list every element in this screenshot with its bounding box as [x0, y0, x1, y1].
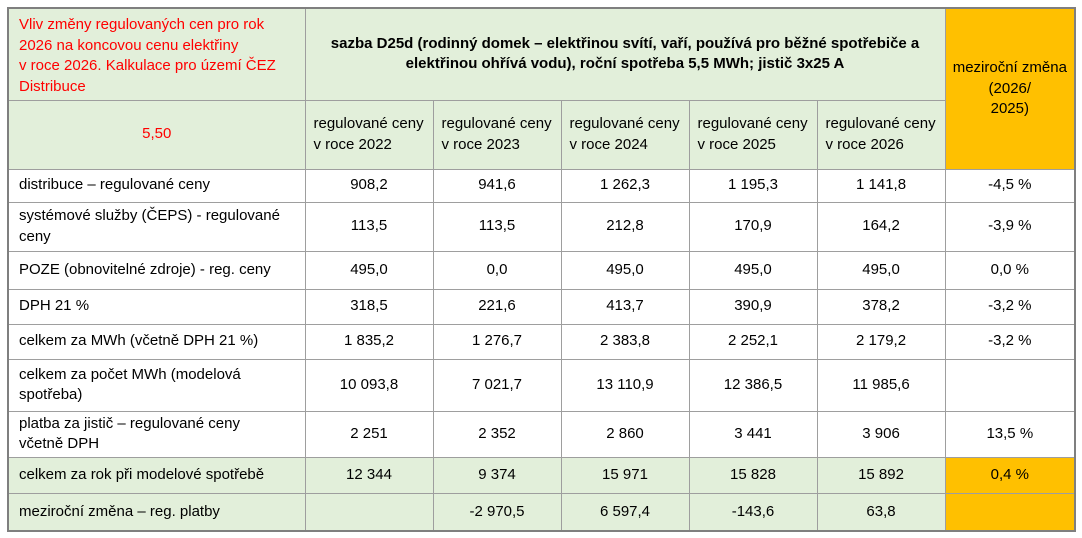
cell-change: -3,9 % [944, 201, 1076, 252]
cell-value: -2 970,5 [432, 493, 562, 532]
row-label: distribuce – regulované ceny [7, 168, 306, 203]
cell-change: -3,2 % [944, 323, 1076, 360]
table-row-yoy-change-payments: meziroční změna – reg. platby -2 970,5 6… [7, 493, 1076, 532]
yoy-change-header: meziroční změna (2026/ 2025) [944, 7, 1076, 170]
cell-value: 9 374 [432, 457, 562, 495]
cell-value: 2 179,2 [816, 323, 946, 360]
cell-value: 170,9 [688, 201, 818, 252]
cell-change: -4,5 % [944, 168, 1076, 203]
row-label: systémové služby (ČEPS) - regulované cen… [7, 201, 306, 252]
cell-value: -143,6 [688, 493, 818, 532]
cell-value: 908,2 [304, 168, 434, 203]
table-row: 5,50 regulované ceny v roce 2022 regulov… [7, 99, 1075, 170]
cell-change: 0,0 % [944, 250, 1076, 290]
cell-value: 7 021,7 [432, 358, 562, 412]
table-row-total-per-mwh: celkem za MWh (včetně DPH 21 %) 1 835,2 … [7, 323, 1076, 360]
column-header-2026: regulované ceny v roce 2026 [816, 99, 946, 170]
table-row-yearly-total: celkem za rok při modelové spotřebě 12 3… [7, 457, 1076, 495]
cell-value: 2 251 [304, 410, 434, 459]
cell-value: 1 195,3 [688, 168, 818, 203]
row-label: POZE (obnovitelné zdroje) - reg. ceny [7, 250, 306, 290]
cell-value: 1 262,3 [560, 168, 690, 203]
table-row: Vliv změny regulovaných cen pro rok 2026… [7, 7, 1076, 170]
cell-value: 495,0 [688, 250, 818, 290]
cell-change: -3,2 % [944, 288, 1076, 325]
cell-value: 6 597,4 [560, 493, 690, 532]
table-row-poze: POZE (obnovitelné zdroje) - reg. ceny 49… [7, 250, 1076, 290]
cell-value: 1 835,2 [304, 323, 434, 360]
row-label: DPH 21 % [7, 288, 306, 325]
cell-value: 495,0 [816, 250, 946, 290]
cell-value: 12 386,5 [688, 358, 818, 412]
row-label: celkem za počet MWh (modelová spotřeba) [7, 358, 306, 412]
table-title: Vliv změny regulovaných cen pro rok 2026… [7, 7, 306, 101]
cell-value: 10 093,8 [304, 358, 434, 412]
cell-value: 3 906 [816, 410, 946, 459]
cell-value: 413,7 [560, 288, 690, 325]
table-row-dph: DPH 21 % 318,5 221,6 413,7 390,9 378,2 -… [7, 288, 1076, 325]
cell-value: 11 985,6 [816, 358, 946, 412]
row-label: platba za jistič – regulované ceny včetn… [7, 410, 306, 459]
cell-value: 221,6 [432, 288, 562, 325]
cell-change [944, 358, 1076, 412]
cell-value: 0,0 [432, 250, 562, 290]
cell-change: 0,4 % [944, 457, 1076, 495]
cell-value: 164,2 [816, 201, 946, 252]
row-label: celkem za rok při modelové spotřebě [7, 457, 306, 495]
cell-value: 113,5 [304, 201, 434, 252]
cell-value: 12 344 [304, 457, 434, 495]
cell-change: 13,5 % [944, 410, 1076, 459]
cell-value: 15 828 [688, 457, 818, 495]
column-header-2022: regulované ceny v roce 2022 [304, 99, 434, 170]
cell-value: 318,5 [304, 288, 434, 325]
row-label: meziroční změna – reg. platby [7, 493, 306, 532]
cell-value: 63,8 [816, 493, 946, 532]
cell-value: 378,2 [816, 288, 946, 325]
cell-value: 113,5 [432, 201, 562, 252]
table-row-distribution: distribuce – regulované ceny 908,2 941,6… [7, 168, 1076, 203]
annual-consumption-value: 5,50 [7, 99, 306, 170]
row-label: celkem za MWh (včetně DPH 21 %) [7, 323, 306, 360]
column-header-2024: regulované ceny v roce 2024 [560, 99, 690, 170]
cell-value: 2 860 [560, 410, 690, 459]
cell-value: 1 276,7 [432, 323, 562, 360]
cell-value: 390,9 [688, 288, 818, 325]
cell-value: 495,0 [560, 250, 690, 290]
cell-value: 2 383,8 [560, 323, 690, 360]
table-row-total-model-consumption: celkem za počet MWh (modelová spotřeba) … [7, 358, 1076, 412]
cell-value: 15 971 [560, 457, 690, 495]
table-row-breaker-payment: platba za jistič – regulované ceny včetn… [7, 410, 1076, 459]
cell-change [944, 493, 1076, 532]
column-header-2023: regulované ceny v roce 2023 [432, 99, 562, 170]
cell-value: 212,8 [560, 201, 690, 252]
cell-value: 2 252,1 [688, 323, 818, 360]
column-header-2025: regulované ceny v roce 2025 [688, 99, 818, 170]
cell-value: 13 110,9 [560, 358, 690, 412]
cell-value: 495,0 [304, 250, 434, 290]
cell-value: 15 892 [816, 457, 946, 495]
cell-value: 2 352 [432, 410, 562, 459]
tariff-description-header: sazba D25d (rodinný domek – elektřinou s… [304, 7, 946, 101]
cell-value [304, 493, 434, 532]
regulated-prices-table: Vliv změny regulovaných cen pro rok 2026… [7, 7, 1077, 532]
cell-value: 1 141,8 [816, 168, 946, 203]
cell-value: 3 441 [688, 410, 818, 459]
table-row-system-services: systémové služby (ČEPS) - regulované cen… [7, 201, 1076, 252]
cell-value: 941,6 [432, 168, 562, 203]
